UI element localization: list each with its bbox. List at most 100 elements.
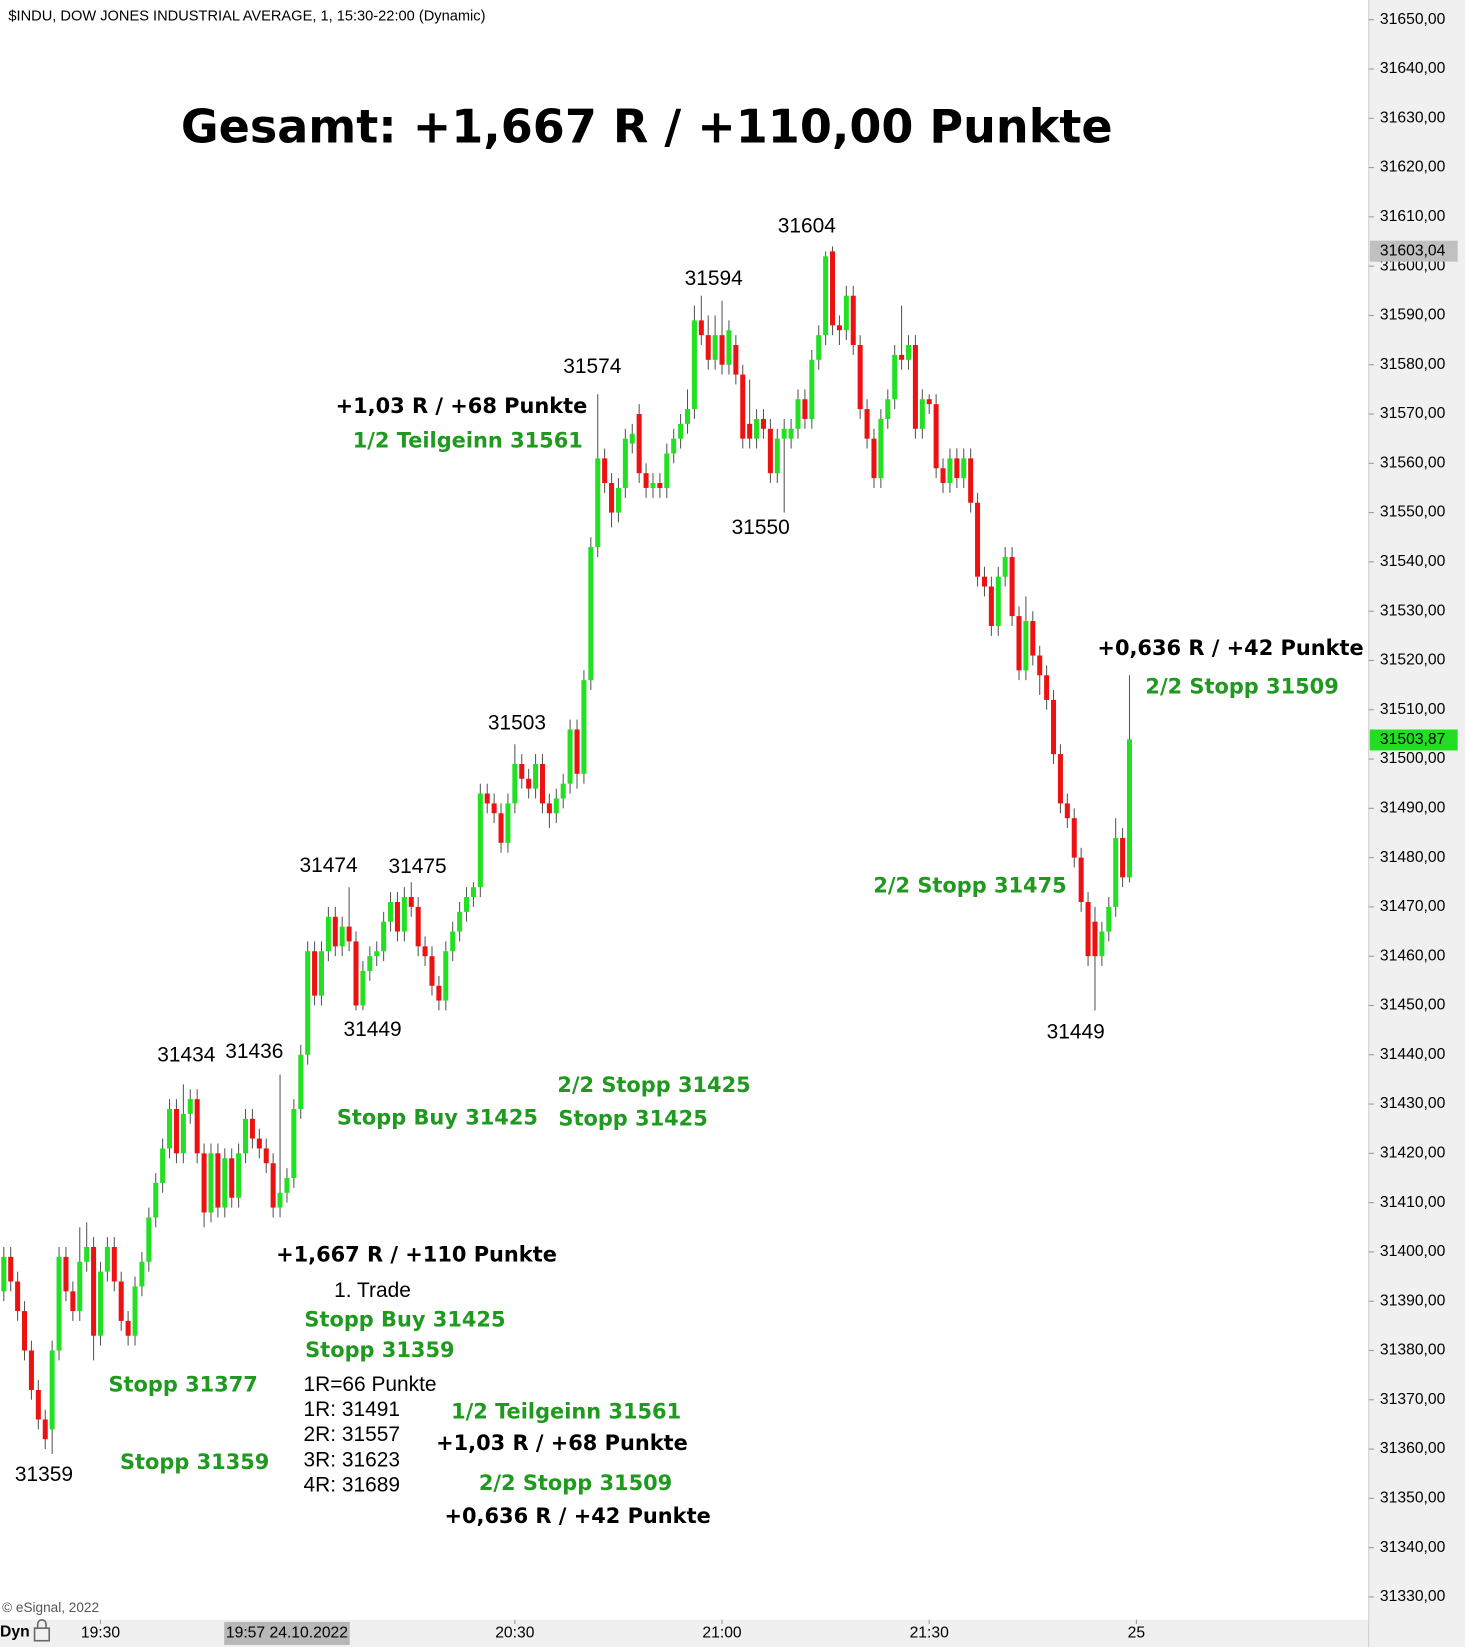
candle-body — [436, 985, 442, 1001]
candle-body — [940, 468, 946, 484]
annotation: Stopp Buy 31425 — [337, 1106, 538, 1130]
y-tick-label: 31500,00 — [1380, 750, 1446, 767]
candle-body — [850, 295, 856, 346]
annotation: 2/2 Stopp 31425 — [557, 1073, 750, 1097]
x-tick-label: 21:00 — [702, 1625, 742, 1642]
x-tick-label: 21:30 — [910, 1625, 950, 1642]
annotation: 2/2 Stopp 31509 — [1145, 674, 1338, 698]
candle-body — [961, 458, 967, 479]
candle-body — [215, 1153, 221, 1208]
candle-body — [470, 887, 476, 898]
candle-body — [8, 1256, 14, 1282]
candle-body — [91, 1246, 97, 1336]
candle-body — [871, 438, 877, 479]
candle-body — [284, 1177, 290, 1193]
candle-body — [843, 295, 849, 331]
candle-body — [664, 453, 670, 488]
candle-body — [933, 404, 939, 469]
y-tick-label: 31330,00 — [1380, 1588, 1446, 1605]
candle-body — [912, 345, 918, 429]
candle-body — [208, 1153, 214, 1213]
candle-body — [42, 1419, 48, 1440]
candle-body — [802, 399, 808, 419]
candle-body — [684, 409, 691, 424]
candle-body — [947, 458, 953, 484]
candle-body — [788, 428, 794, 439]
y-tick-label: 31460,00 — [1380, 947, 1446, 964]
candle-body — [650, 483, 656, 488]
candle-body — [567, 729, 573, 784]
candle-body — [180, 1113, 186, 1154]
annotation: +1,667 R / +110 Punkte — [276, 1243, 557, 1267]
candle-body — [70, 1291, 76, 1312]
y-tick-label: 31410,00 — [1380, 1194, 1446, 1211]
chart-title: Gesamt: +1,667 R / +110,00 Punkte — [181, 99, 1113, 153]
candle-body — [622, 438, 628, 488]
y-tick-label: 31360,00 — [1380, 1440, 1446, 1457]
candle-body — [367, 956, 373, 971]
candle-body — [809, 359, 815, 419]
candle-body — [153, 1182, 159, 1218]
annotation: +1,03 R / +68 Punkte — [336, 394, 588, 418]
annotation: 1/2 Teilgeinn 31561 — [451, 1400, 681, 1424]
candle-body — [1023, 621, 1029, 671]
corner-label: Dyn — [0, 1623, 30, 1640]
y-tick-label: 31560,00 — [1380, 454, 1446, 471]
candle-body — [201, 1153, 207, 1213]
candle-body — [63, 1256, 69, 1292]
candle-body — [443, 951, 449, 1001]
candle-body — [457, 911, 463, 932]
candle-body — [28, 1350, 34, 1390]
y-tick-label: 31530,00 — [1380, 602, 1446, 619]
candle-body — [588, 547, 594, 681]
annotation: 31449 — [1047, 1020, 1105, 1043]
candle-body — [263, 1148, 269, 1164]
annotation: 2/2 Stopp 31509 — [479, 1471, 672, 1495]
candle-body — [774, 438, 780, 474]
x-tick-label: 25 — [1128, 1625, 1146, 1642]
candle-body — [484, 793, 490, 804]
candle-body — [892, 354, 898, 400]
candle-body — [173, 1108, 179, 1154]
candle-body — [602, 458, 608, 484]
candle-body — [256, 1138, 262, 1149]
candle-body — [816, 335, 822, 360]
annotation: 1R: 31491 — [303, 1398, 399, 1421]
candle-body — [139, 1261, 145, 1287]
candle-body — [836, 325, 842, 331]
annotation: Stopp 31425 — [558, 1107, 707, 1131]
candle-body — [781, 428, 787, 439]
candle-body — [1002, 556, 1008, 577]
annotation: 31594 — [685, 267, 744, 290]
candle-body — [1078, 857, 1084, 902]
time-axis-panel — [0, 1619, 1369, 1647]
candle-body — [498, 813, 504, 843]
price-tag — [1369, 729, 1458, 751]
candle-body — [477, 793, 483, 888]
y-tick-label: 31370,00 — [1380, 1391, 1446, 1408]
candle-body — [312, 951, 318, 996]
candle-body — [954, 458, 960, 479]
y-tick-label: 31580,00 — [1380, 356, 1446, 373]
candle-body — [512, 763, 518, 804]
candle-body — [1113, 837, 1119, 907]
y-tick-label: 31630,00 — [1380, 109, 1446, 126]
candle-body — [236, 1153, 242, 1198]
candle-body — [35, 1389, 41, 1420]
annotation: 31550 — [732, 516, 790, 539]
candle-body — [1071, 818, 1077, 858]
candle-body — [595, 458, 601, 548]
y-tick-label: 31340,00 — [1380, 1539, 1446, 1556]
candle-body — [830, 251, 836, 326]
candle-body — [1057, 754, 1063, 804]
candle-body — [381, 921, 387, 952]
y-tick-label: 31440,00 — [1380, 1046, 1446, 1063]
candle-body — [705, 335, 711, 360]
candle-body — [1099, 931, 1105, 957]
candle-body — [277, 1192, 283, 1208]
annotation: 31436 — [225, 1040, 283, 1063]
annotation: 31604 — [778, 215, 837, 238]
crosshair-label: 19:57 24.10.2022 — [226, 1625, 348, 1642]
candle-body — [194, 1099, 200, 1154]
candle-body — [919, 399, 925, 429]
